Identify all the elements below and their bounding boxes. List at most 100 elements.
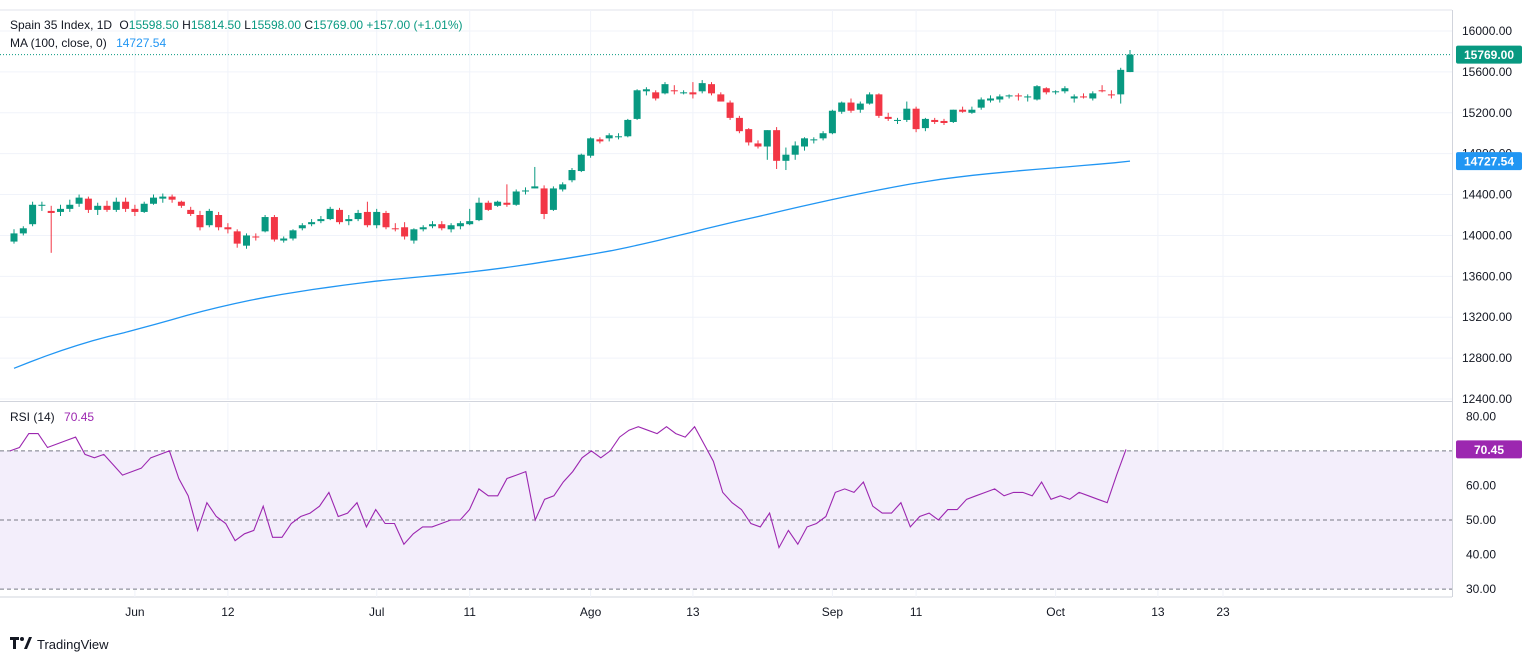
price-grid — [0, 9, 1453, 598]
candle-body — [94, 205, 102, 210]
candle-down — [363, 201, 371, 228]
candle-up — [447, 223, 455, 233]
candle-body — [289, 230, 297, 239]
candle-body — [484, 202, 492, 210]
candle-body — [47, 210, 55, 213]
candle-up — [298, 223, 306, 231]
candle-up — [466, 208, 474, 226]
candle-body — [708, 84, 715, 94]
candle-body — [940, 120, 948, 123]
candle-body — [828, 110, 836, 134]
rsi-tick-label: 80.00 — [1466, 409, 1496, 423]
candle-down — [438, 221, 446, 231]
open-label: O — [119, 18, 129, 32]
candle-body — [57, 208, 64, 212]
candle-body — [903, 108, 911, 120]
candle-body — [373, 211, 381, 226]
candle-up — [921, 117, 929, 132]
candle-down — [484, 200, 492, 211]
candle-body — [791, 145, 799, 155]
price-tick-label: 12800.00 — [1462, 351, 1512, 365]
open-value: 15598.50 — [128, 18, 179, 32]
candle-body — [215, 215, 223, 228]
time-axis[interactable]: Jun 12 Jul 11 Ago 13 Sep 11 Oct 13 23 — [125, 605, 1230, 619]
candle-up — [568, 167, 576, 183]
candle-body — [949, 109, 957, 122]
candle-up — [1061, 86, 1069, 94]
candle-down — [940, 118, 948, 126]
candle-body — [884, 116, 892, 119]
candle-up — [1052, 90, 1060, 95]
candle-body — [996, 96, 1004, 100]
candle-up — [801, 137, 808, 151]
candle-body — [196, 215, 204, 228]
candle-body — [270, 217, 278, 240]
candle-body — [587, 138, 595, 156]
candle-down — [735, 115, 743, 134]
candle-down — [1042, 87, 1050, 95]
candle-body — [29, 204, 37, 225]
candle-down — [103, 200, 111, 212]
candle-body — [317, 219, 325, 222]
ma-label[interactable]: MA (100, close, 0) — [10, 36, 107, 50]
tradingview-brand[interactable]: TradingView — [10, 637, 109, 652]
rsi-label[interactable]: RSI (14) — [10, 410, 55, 424]
candle-body — [633, 90, 641, 119]
candle-body — [1117, 69, 1125, 95]
candle-body — [84, 198, 92, 210]
candle-down — [391, 223, 399, 232]
price-axis[interactable]: 16000.0015600.0015200.0014800.0014400.00… — [1462, 24, 1512, 406]
symbol-label[interactable]: Spain 35 Index, 1D — [10, 18, 113, 32]
candle-up — [763, 130, 771, 160]
candle-body — [1014, 95, 1022, 97]
candle-down — [122, 197, 130, 212]
candle-up — [791, 141, 799, 160]
candle-body — [345, 219, 353, 222]
candle-up — [29, 201, 37, 227]
candle-body — [1089, 93, 1097, 99]
ma-line — [13, 160, 1131, 369]
candle-body — [801, 138, 808, 147]
candle-body — [419, 227, 427, 230]
candle-down — [1107, 90, 1115, 99]
close-value: 15769.00 — [313, 18, 364, 32]
candle-up — [1005, 94, 1013, 99]
candle-down — [168, 194, 176, 203]
candle-up — [205, 208, 213, 228]
candle-body — [931, 119, 939, 122]
candle-down — [652, 90, 660, 101]
rsi-line — [9, 425, 1127, 550]
candle-down — [336, 207, 343, 225]
candle-body — [103, 205, 111, 210]
candle-body — [773, 130, 781, 161]
candle-body — [1080, 96, 1087, 98]
candle-body — [38, 204, 46, 206]
candle-body — [159, 196, 167, 199]
candle-up — [838, 101, 846, 114]
candle-up — [866, 92, 874, 105]
time-tick-label: Oct — [1046, 605, 1065, 619]
candle-body — [577, 154, 585, 172]
candle-body — [642, 89, 650, 92]
candle-up — [1033, 85, 1041, 101]
candle-body — [726, 102, 734, 118]
candle-up — [159, 193, 167, 203]
candle-body — [466, 221, 474, 225]
ma-line-layer — [13, 160, 1131, 369]
candle-body — [1061, 88, 1069, 92]
candle-down — [959, 106, 967, 113]
rsi-line-layer — [9, 425, 1127, 550]
candle-body — [280, 238, 288, 241]
candle-body — [261, 217, 269, 232]
candle-body — [522, 190, 529, 192]
candle-up — [977, 97, 985, 110]
candle-up — [549, 186, 557, 211]
candle-body — [698, 83, 706, 92]
candle-body — [438, 224, 446, 229]
candle-up — [856, 101, 864, 113]
time-tick-label: 11 — [463, 605, 476, 619]
time-tick-label: 23 — [1216, 605, 1230, 619]
price-tick-label: 14000.00 — [1462, 228, 1512, 242]
